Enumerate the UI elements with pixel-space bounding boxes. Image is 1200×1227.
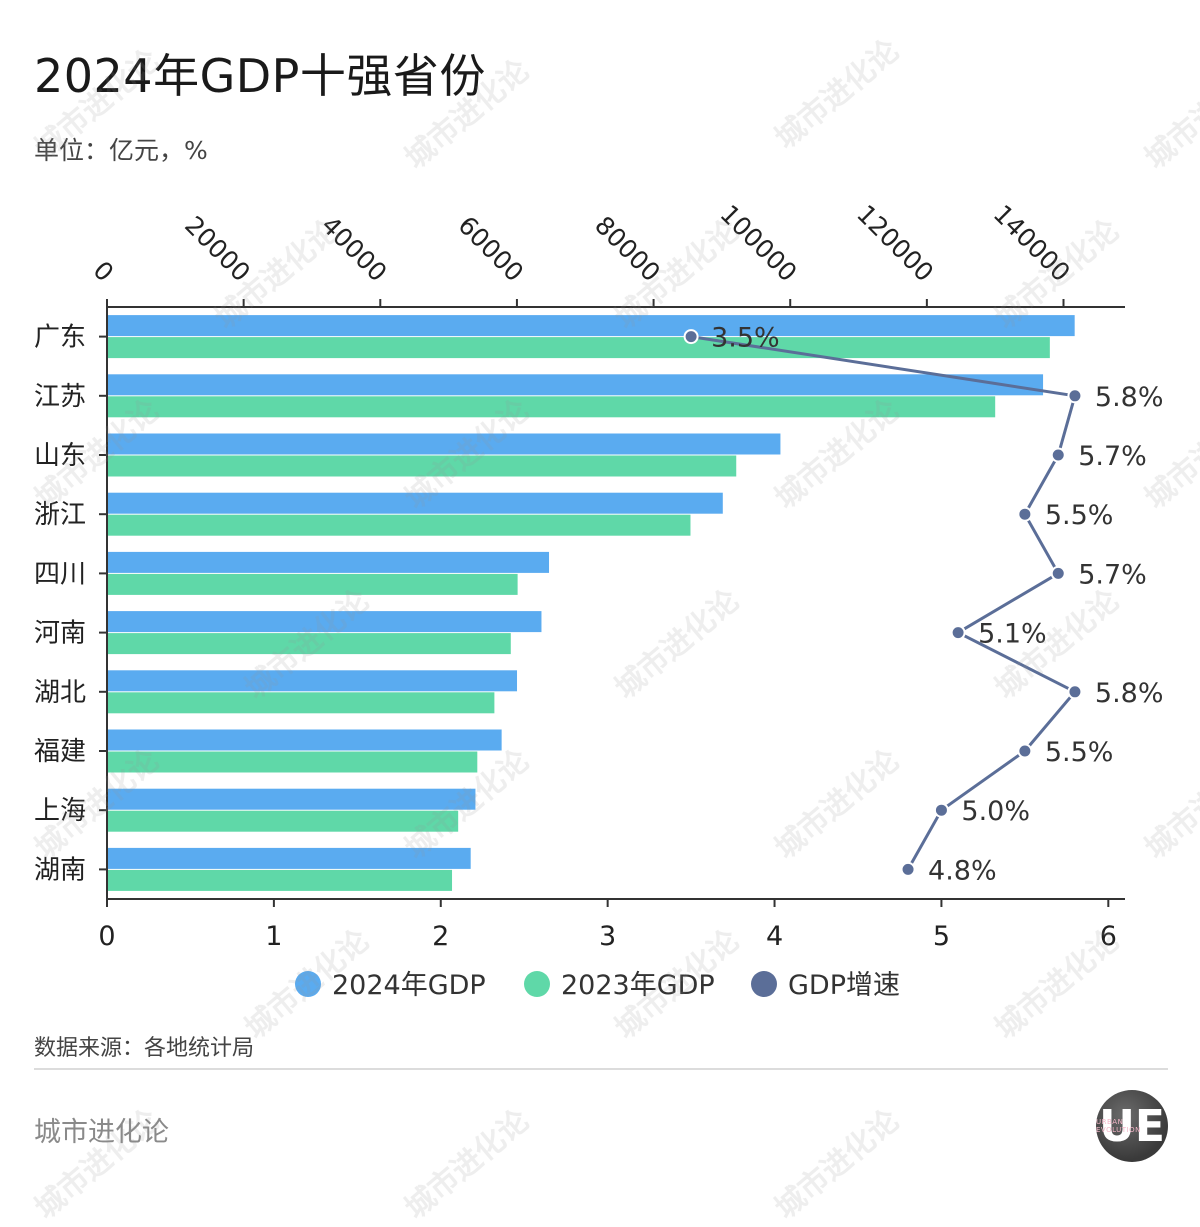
bar-gdp-2023 xyxy=(108,573,518,595)
bar-gdp-2023 xyxy=(108,396,996,418)
growth-point xyxy=(1050,565,1066,581)
category-label: 河南 xyxy=(34,619,86,649)
growth-point xyxy=(1067,388,1083,404)
top-axis-tick-label: 40000 xyxy=(316,210,393,287)
bar-gdp-2023 xyxy=(108,633,511,655)
growth-data-label: 3.5% xyxy=(711,323,780,354)
bar-gdp-2023 xyxy=(108,337,1050,359)
bottom-axis-tick-label: 5 xyxy=(933,921,950,952)
growth-data-label: 4.8% xyxy=(928,855,997,886)
category-label: 湖南 xyxy=(34,855,86,885)
category-label: 广东 xyxy=(34,323,86,353)
top-axis-tick-label: 20000 xyxy=(179,210,256,287)
growth-data-label: 5.8% xyxy=(1095,678,1164,709)
growth-point xyxy=(1050,447,1066,463)
bar-gdp-2024 xyxy=(108,492,723,514)
bar-gdp-2023 xyxy=(108,455,737,477)
growth-data-label: 5.5% xyxy=(1045,500,1114,531)
footer-divider xyxy=(34,1068,1168,1070)
category-label: 山东 xyxy=(34,441,86,471)
unit-label: 单位：亿元，% xyxy=(34,136,208,165)
bar-gdp-2024 xyxy=(108,670,518,692)
legend-marker xyxy=(751,971,777,997)
top-axis-tick-label: 60000 xyxy=(452,210,529,287)
category-label: 四川 xyxy=(34,559,86,589)
growth-data-label: 5.1% xyxy=(978,619,1047,650)
growth-point xyxy=(1067,684,1083,700)
growth-data-label: 5.0% xyxy=(961,796,1030,827)
category-label: 浙江 xyxy=(34,500,86,530)
growth-point xyxy=(950,625,966,641)
bar-gdp-2024 xyxy=(108,433,781,455)
growth-data-label: 5.8% xyxy=(1095,382,1164,413)
growth-point xyxy=(1017,743,1033,759)
growth-line xyxy=(690,335,1077,871)
bar-gdp-2024 xyxy=(108,315,1075,337)
bottom-axis-tick-label: 1 xyxy=(265,921,282,952)
bottom-axis-tick-label: 4 xyxy=(766,921,783,952)
growth-point xyxy=(933,802,949,818)
data-source: 数据来源：各地统计局 xyxy=(34,1036,255,1061)
logo-letters: UE xyxy=(1099,1100,1165,1152)
top-axis-tick-label: 80000 xyxy=(589,210,666,287)
growth-point xyxy=(683,329,699,345)
legend-label: 2023年GDP xyxy=(561,970,715,1001)
top-axis-tick-label: 0 xyxy=(88,255,120,287)
legend-label: 2024年GDP xyxy=(332,970,486,1001)
bottom-axis-tick-label: 0 xyxy=(98,921,115,952)
bar-gdp-2024 xyxy=(108,788,476,810)
bar-gdp-2024 xyxy=(108,374,1044,396)
bottom-axis-tick-label: 3 xyxy=(599,921,616,952)
bar-gdp-2024 xyxy=(108,611,542,633)
top-axis-tick-label: 120000 xyxy=(851,199,939,287)
bar-gdp-2023 xyxy=(108,751,478,773)
watermark: 城市进化论 xyxy=(398,1103,536,1227)
top-axis-tick-label: 100000 xyxy=(714,199,802,287)
bar-gdp-2023 xyxy=(108,869,453,891)
legend-marker xyxy=(295,971,321,997)
category-label: 福建 xyxy=(34,737,86,767)
category-label: 湖北 xyxy=(34,678,86,708)
growth-point xyxy=(900,861,916,877)
growth-data-label: 5.7% xyxy=(1078,441,1147,472)
gdp-chart: 0 20000 40000 60000 80000 100000 120000 140000 0… xyxy=(34,199,1164,1001)
chart-title: 2024年GDP十强省份 xyxy=(34,49,486,103)
watermark: 城市进化论 xyxy=(768,1103,906,1227)
growth-point xyxy=(1017,506,1033,522)
logo-subtext: URBAN EVOLUTION xyxy=(1096,1118,1141,1134)
bar-gdp-2024 xyxy=(108,551,550,573)
legend-marker xyxy=(524,971,550,997)
bar-gdp-2023 xyxy=(108,810,459,832)
growth-data-label: 5.5% xyxy=(1045,737,1114,768)
bar-gdp-2024 xyxy=(108,729,502,751)
legend-label: GDP增速 xyxy=(788,970,900,1001)
category-label: 江苏 xyxy=(34,382,86,412)
bottom-axis-tick-label: 2 xyxy=(432,921,449,952)
bottom-axis-tick-label: 6 xyxy=(1100,921,1117,952)
top-axis-tick-label: 140000 xyxy=(988,199,1076,287)
brand-logo: UE URBAN EVOLUTION xyxy=(1096,1090,1168,1162)
bar-gdp-2024 xyxy=(108,847,471,869)
bar-gdp-2023 xyxy=(108,692,495,714)
growth-data-label: 5.7% xyxy=(1078,559,1147,590)
brand-name: 城市进化论 xyxy=(34,1117,169,1148)
bar-gdp-2023 xyxy=(108,514,691,536)
category-label: 上海 xyxy=(34,796,86,826)
